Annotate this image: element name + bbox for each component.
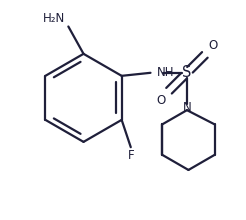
Text: N: N <box>183 101 191 114</box>
Text: H₂N: H₂N <box>43 12 65 25</box>
Text: S: S <box>182 65 192 80</box>
Text: O: O <box>208 39 217 52</box>
Text: F: F <box>127 149 134 162</box>
Text: O: O <box>157 94 166 107</box>
Text: NH: NH <box>156 66 174 79</box>
